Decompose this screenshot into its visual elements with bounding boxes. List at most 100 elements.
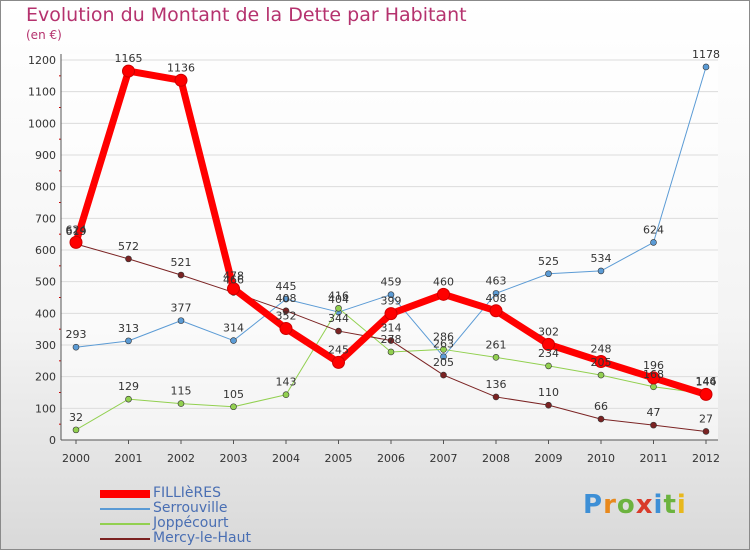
data-label: 525 xyxy=(538,255,559,268)
data-label: 463 xyxy=(486,274,507,287)
data-label: 136 xyxy=(486,378,507,391)
logo-letter: P xyxy=(583,490,604,520)
legend: FILLIèRES Serrouville Joppécourt Mercy-le-H… xyxy=(100,486,251,546)
data-label: 245 xyxy=(328,343,349,356)
data-label: 408 xyxy=(486,292,507,305)
data-label: 572 xyxy=(118,240,139,253)
logo-letter: r xyxy=(603,490,617,520)
data-point xyxy=(489,304,503,318)
data-point xyxy=(650,421,657,429)
data-point xyxy=(594,354,608,368)
y-tick-label: 1200 xyxy=(28,54,56,67)
data-label: 66 xyxy=(594,400,608,413)
data-point xyxy=(545,362,552,370)
y-tick-label: 1100 xyxy=(28,86,56,99)
x-tick-label: 2012 xyxy=(692,452,720,465)
logo-letter: x xyxy=(635,490,654,520)
data-label: 399 xyxy=(381,295,402,308)
data-label: 313 xyxy=(118,322,139,335)
data-point xyxy=(282,307,290,315)
data-label: 261 xyxy=(486,338,507,351)
data-point xyxy=(177,400,185,407)
proxiti-logo: Proxiti xyxy=(583,490,687,520)
data-point xyxy=(440,353,447,361)
x-tick-label: 2004 xyxy=(272,452,300,465)
data-label: 144 xyxy=(696,375,717,388)
legend-item: FILLIèRES xyxy=(100,486,251,501)
data-label: 408 xyxy=(276,292,297,305)
legend-label: Mercy-le-Haut xyxy=(153,530,251,546)
data-label: 344 xyxy=(328,312,349,325)
data-point xyxy=(125,395,132,403)
y-tick-label: 1000 xyxy=(28,117,56,130)
data-point xyxy=(702,428,710,435)
data-point xyxy=(177,271,185,279)
data-label: 278 xyxy=(381,333,402,346)
data-point xyxy=(545,270,552,278)
data-label: 146 xyxy=(696,375,717,388)
data-label: 314 xyxy=(223,322,244,335)
data-label: 110 xyxy=(538,386,559,399)
x-tick-label: 2010 xyxy=(587,452,615,465)
y-tick-label: 200 xyxy=(35,371,56,384)
logo-letter: o xyxy=(616,490,636,520)
data-point xyxy=(282,295,290,303)
x-tick-label: 2000 xyxy=(62,452,90,465)
y-tick-label: 600 xyxy=(35,244,56,257)
x-tick-label: 2011 xyxy=(640,452,668,465)
data-label: 105 xyxy=(223,388,244,401)
plot-area xyxy=(61,54,718,440)
data-label: 459 xyxy=(381,276,402,289)
data-label: 445 xyxy=(276,280,297,293)
data-point xyxy=(125,337,132,345)
y-tick-label: 900 xyxy=(35,149,56,162)
data-label: 143 xyxy=(276,376,297,389)
data-label: 293 xyxy=(66,328,87,341)
data-point xyxy=(650,383,657,391)
y-tick-label: 100 xyxy=(35,402,56,415)
y-tick-label: 700 xyxy=(35,212,56,225)
data-label: 416 xyxy=(328,289,349,302)
data-label: 314 xyxy=(381,322,402,335)
legend-swatch xyxy=(100,522,150,525)
data-label: 624 xyxy=(66,223,87,236)
data-point xyxy=(282,391,290,399)
data-point xyxy=(69,235,83,249)
data-point xyxy=(125,255,132,263)
data-label: 404 xyxy=(328,293,349,306)
data-point xyxy=(122,64,135,78)
chart-title: Evolution du Montant de la Dette par Hab… xyxy=(26,4,467,26)
data-point xyxy=(650,239,657,246)
legend-swatch xyxy=(100,537,150,540)
data-point xyxy=(230,403,237,411)
data-label: 521 xyxy=(171,256,192,269)
data-point xyxy=(387,337,395,344)
legend-swatch xyxy=(100,507,150,510)
data-label: 466 xyxy=(223,273,244,286)
data-point xyxy=(545,401,552,409)
data-point xyxy=(437,287,450,301)
legend-label: Joppécourt xyxy=(153,515,229,531)
data-point xyxy=(492,290,500,297)
data-point xyxy=(174,73,188,87)
y-tick-label: 300 xyxy=(35,339,56,352)
data-label: 1178 xyxy=(692,48,720,61)
data-point xyxy=(542,337,555,351)
data-point xyxy=(702,63,710,71)
data-label: 115 xyxy=(171,385,192,398)
data-label: 302 xyxy=(538,325,559,338)
data-point xyxy=(597,415,605,423)
x-tick-label: 2009 xyxy=(535,452,563,465)
legend-item: Joppécourt xyxy=(100,516,251,531)
data-label: 1136 xyxy=(167,61,195,74)
x-tick-label: 2005 xyxy=(325,452,353,465)
data-point xyxy=(227,282,240,296)
data-label: 1165 xyxy=(115,52,143,65)
x-tick-label: 2001 xyxy=(115,452,143,465)
unit-label: (en €) xyxy=(26,28,62,42)
x-tick-label: 2002 xyxy=(167,452,195,465)
data-label: 619 xyxy=(66,225,87,238)
data-label: 352 xyxy=(276,310,297,323)
data-point xyxy=(335,327,342,335)
